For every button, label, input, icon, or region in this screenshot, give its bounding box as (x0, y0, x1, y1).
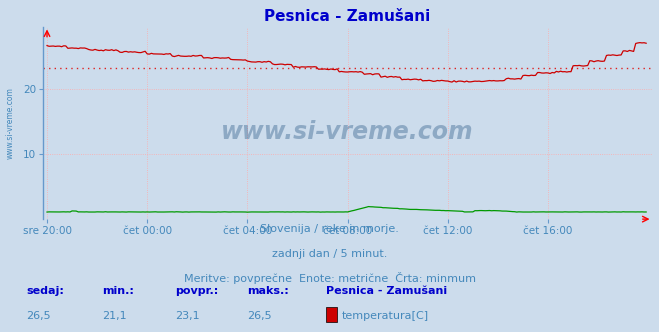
Text: Meritve: povprečne  Enote: metrične  Črta: minmum: Meritve: povprečne Enote: metrične Črta:… (183, 272, 476, 284)
Text: 26,5: 26,5 (26, 311, 51, 321)
Text: 26,5: 26,5 (247, 311, 272, 321)
Text: temperatura[C]: temperatura[C] (342, 311, 429, 321)
Text: 23,1: 23,1 (175, 311, 199, 321)
Text: 21,1: 21,1 (102, 311, 127, 321)
Text: sedaj:: sedaj: (26, 286, 64, 296)
Text: povpr.:: povpr.: (175, 286, 218, 296)
Text: Pesnica - Zamušani: Pesnica - Zamušani (326, 286, 447, 296)
Text: www.si-vreme.com: www.si-vreme.com (221, 121, 474, 144)
Text: www.si-vreme.com: www.si-vreme.com (5, 87, 14, 159)
Text: min.:: min.: (102, 286, 134, 296)
Text: zadnji dan / 5 minut.: zadnji dan / 5 minut. (272, 249, 387, 259)
Text: maks.:: maks.: (247, 286, 289, 296)
Text: Slovenija / reke in morje.: Slovenija / reke in morje. (260, 224, 399, 234)
Title: Pesnica - Zamušani: Pesnica - Zamušani (264, 9, 431, 24)
